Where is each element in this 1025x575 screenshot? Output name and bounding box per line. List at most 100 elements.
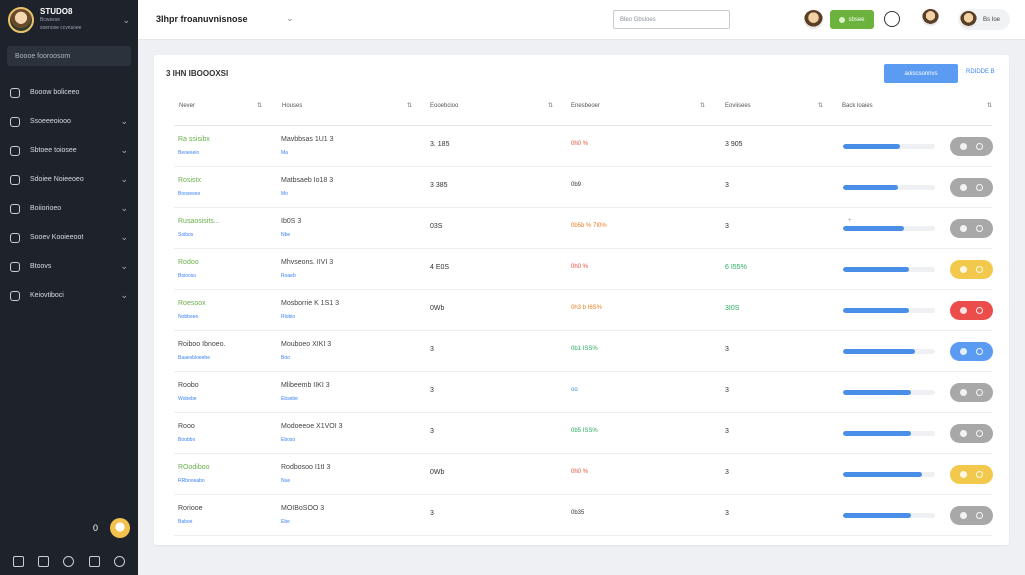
row-toggle[interactable] [950,424,993,443]
emoji-icon[interactable] [884,11,900,27]
row-name[interactable]: Rusaosisits... [178,218,220,225]
row-type-subtitle: Rlobio [281,314,296,320]
row-name[interactable]: Ra ssisibx [178,136,210,143]
row-name-subtitle: Nobbeeo [178,314,199,320]
row-toggle[interactable] [950,178,993,197]
sidebar: STUDO8 Bcwsese soenose ccvnsoee ⌄ Boooe … [0,0,138,575]
table-row[interactable]: ROodiboo RRbooeabo Rodbosoo I1tI 3 Nue 0Wb 0h… [174,454,993,495]
sidebar-item[interactable]: Btoovs ⌄ [0,252,138,281]
page-title: 3Ihpr froanuvnisnose [156,14,248,24]
row-toggle[interactable] [950,301,993,320]
chevron-down-icon[interactable]: ⌄ [120,290,128,300]
row-toggle[interactable] [950,383,993,402]
row-toggle[interactable] [950,137,993,156]
row-type: Mavbbsas 1U1 3 [281,136,334,143]
help-icon[interactable] [63,556,75,567]
table-row[interactable]: Roriooe Baboe MOIBoSOO 3 Ebe 3 0b35 3 [174,495,993,536]
row-name-subtitle: Soibos [178,232,194,238]
chevron-down-icon[interactable]: ⌄ [122,14,130,25]
row-progress-fill [843,267,910,272]
column-header-name[interactable]: Never [179,103,196,109]
toggle-ring-icon [976,266,984,273]
row-total: 3 [725,428,729,435]
sidebar-item-label: Sbtoee toiosee [30,147,77,154]
sort-icon[interactable]: ⇅ [987,103,993,109]
row-toggle[interactable] [950,465,993,484]
chevron-down-icon[interactable]: ⌄ [286,13,294,23]
brand-subtitle-2: soenose ccvnsoee [40,25,82,31]
column-header-change[interactable]: Enesbeoer [571,103,601,109]
chevron-down-icon[interactable]: ⌄ [120,261,128,271]
table-row[interactable]: Roobo Wobebe Mlibeemb IIKI 3 Ebsebe 3 oo 3 [174,372,993,413]
chevron-down-icon[interactable]: ⌄ [120,174,128,184]
row-name[interactable]: Rooo [178,423,195,430]
menu-icon[interactable] [13,556,25,567]
chevron-down-icon[interactable]: ⌄ [120,232,128,242]
row-name[interactable]: Roiboo Ibnoeo. [178,341,226,348]
row-type: Rodbosoo I1tI 3 [281,464,331,471]
row-change: 0b5b % 7I0% [571,223,607,229]
globe-icon[interactable] [113,556,125,567]
row-name-subtitle: Boosesee [178,191,201,197]
status-button[interactable]: sbsee [830,10,874,29]
column-header-type[interactable]: Houses [282,103,303,109]
toggle-dot-icon [959,430,967,437]
sort-icon[interactable]: ⇅ [407,103,413,109]
row-name[interactable]: ROodiboo [178,464,210,471]
team-avatar[interactable] [804,10,823,29]
sidebar-item-label: Btoovs [30,263,52,270]
table-row[interactable]: Ra ssisibx Beoeeeio Mavbbsas 1U1 3 Ma 3. 185… [174,126,993,167]
row-name[interactable]: Rosistx [178,177,201,184]
notification-avatar[interactable] [922,9,939,26]
sort-icon[interactable]: ⇅ [700,103,706,109]
row-name-subtitle: Boiooso [178,273,197,279]
table-row[interactable]: Rodoo Boiooso Mhvseons. IIVI 3 Roaeb 4 E0S 0h… [174,249,993,290]
table-row[interactable]: Rosistx Boosesee Matbsaeb Io18 3 Mo 3 385 0b9… [174,167,993,208]
row-name[interactable]: Roriooe [178,505,203,512]
column-header-total[interactable]: Eoviisees [725,103,751,109]
chevron-down-icon[interactable]: ⌄ [120,145,128,155]
row-type: Mlibeemb IIKI 3 [281,382,330,389]
link-icon[interactable] [38,556,50,567]
sort-icon[interactable]: ⇅ [257,103,263,109]
row-toggle[interactable] [950,506,993,525]
sidebar-item[interactable]: Booow boliceeo [0,78,138,107]
row-type: Matbsaeb Io18 3 [281,177,334,184]
sidebar-item[interactable]: Sdoiee Noieeoeo ⌄ [0,165,138,194]
sidebar-search-input[interactable]: Boooe fooroosom [7,46,131,66]
column-header-value[interactable]: Eooebcioo [430,103,459,109]
table-row[interactable]: Rusaosisits... Soibos Ib0S 3 Nbe 03S 0b5b % 7… [174,208,993,249]
secondary-link-button[interactable]: RDIDDE B [966,69,995,75]
row-toggle[interactable] [950,219,993,238]
user-avatar [960,11,977,28]
sort-icon[interactable]: ⇅ [818,103,824,109]
assistant-avatar-icon[interactable] [110,518,130,538]
user-menu[interactable]: Bs Ioe [958,9,1010,30]
users-icon [10,174,20,185]
row-progress-fill [843,431,912,436]
trash-icon[interactable] [88,556,100,567]
row-progress-fill [843,513,912,518]
sidebar-item[interactable]: Ssoeeeoiooo ⌄ [0,107,138,136]
row-toggle[interactable] [950,260,993,279]
table-row[interactable]: Roesoox Nobbeeo Mosborrie K 1S1 3 Rlobio 0Wb… [174,290,993,331]
row-name[interactable]: Roesoox [178,300,206,307]
row-name[interactable]: Roobo [178,382,199,389]
sidebar-item[interactable]: Sbtoee toiosee ⌄ [0,136,138,165]
row-type: MOIBoSOO 3 [281,505,325,512]
sidebar-item[interactable]: Boiiorioeo ⌄ [0,194,138,223]
primary-action-button[interactable]: aoiscsonnvs [884,64,958,83]
row-name[interactable]: Rodoo [178,259,199,266]
brand[interactable]: STUDO8 Bcwsese soenose ccvnsoee ⌄ [0,0,138,40]
sort-icon[interactable]: ⇅ [548,103,554,109]
column-header-progress[interactable]: Back loaies [842,103,873,109]
row-toggle[interactable] [950,342,993,361]
table-row[interactable]: Roiboo Ibnoeo. Baaesbioeebe Mouboeo XIKI 3… [174,331,993,372]
sidebar-item[interactable]: Keiovtiboci ⌄ [0,281,138,310]
table-row[interactable]: Rooo Boobbo Modoeeoe X1VOI 3 Eboso 3 0b5 ISS%… [174,413,993,454]
chevron-down-icon[interactable]: ⌄ [120,116,128,126]
row-value: 4 E0S [430,264,450,271]
chevron-down-icon[interactable]: ⌄ [120,203,128,213]
sidebar-item[interactable]: Sooev Kooieeoot ⌄ [0,223,138,252]
search-input[interactable]: Bleo Gbsloes [613,10,730,29]
